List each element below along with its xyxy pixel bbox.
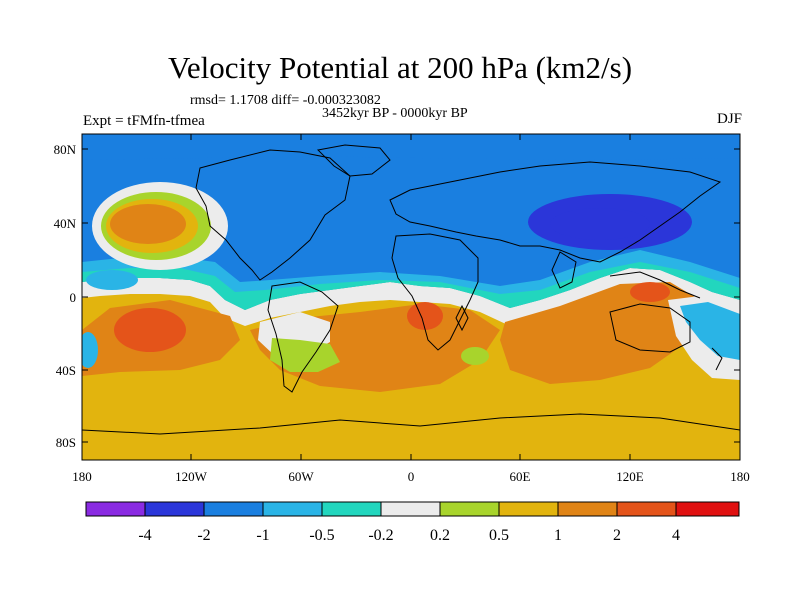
colorbar: -4 -2 -1 -0.5 -0.2 0.2 0.5 1 2 4	[85, 501, 740, 544]
colorbar-box	[321, 501, 382, 517]
lon-tick: 180	[72, 454, 92, 484]
contour-africa-4	[407, 302, 443, 330]
stats-line: rmsd= 1.1708 diff= -0.000323082	[190, 93, 381, 108]
contour-npac-2	[110, 204, 186, 244]
colorbar-label: 1	[554, 527, 562, 544]
colorbar-box	[380, 501, 441, 517]
colorbar-label: 0.2	[430, 527, 450, 544]
contour-indo-2	[500, 282, 700, 384]
colorbar-box	[262, 501, 323, 517]
coast-africa	[391, 233, 479, 351]
lon-tick-label: 60W	[288, 469, 314, 484]
lon-tick: 120W	[175, 134, 208, 484]
coast-greenland	[316, 144, 391, 177]
lat-ticks: 80N 40N 0 40S 80S	[54, 142, 740, 450]
coastlines	[82, 144, 740, 435]
coast-eurasia	[389, 161, 722, 263]
coast-australia	[609, 303, 691, 353]
coast-north-america	[195, 149, 351, 281]
contour-samer-05	[270, 338, 340, 372]
lat-tick-label: 80N	[54, 142, 77, 157]
colorbar-box	[144, 501, 205, 517]
contour-maritime-4	[630, 282, 670, 302]
lon-tick-label: 0	[408, 469, 415, 484]
season-label: DJF	[716, 111, 742, 127]
lat-tick-label: 40N	[54, 216, 77, 231]
lat-tick: 80N	[54, 142, 740, 157]
colorbar-box	[85, 501, 146, 517]
period-label: 3452kyr BP - 0000kyr BP	[322, 106, 468, 121]
colorbar-label: -1	[256, 527, 269, 544]
colorbar-box	[616, 501, 677, 517]
contour-se-neg	[680, 302, 740, 360]
colorbar-box	[557, 501, 618, 517]
colorbar-box	[203, 501, 264, 517]
contour-near-zero	[82, 268, 740, 326]
lat-tick: 40S	[56, 363, 740, 378]
colorbar-box	[439, 501, 500, 517]
colorbar-label: -0.2	[368, 527, 393, 544]
colorbar-label: -2	[197, 527, 210, 544]
contour-safrica-05	[461, 347, 489, 365]
lon-tick: 60E	[510, 134, 531, 484]
experiment-label: Expt = tFMfn-tfmea	[83, 113, 205, 129]
lon-tick-label: 180	[730, 469, 750, 484]
lon-ticks: 180 120W 60W 0 60E 120E 180	[72, 134, 750, 484]
coast-south-america	[267, 281, 339, 393]
contour-field	[82, 134, 740, 460]
coast-maritime	[609, 271, 701, 299]
colorbar-box	[498, 501, 559, 517]
map-title: Velocity Potential at 200 hPa (km2/s)	[167, 50, 633, 85]
colorbar-label: -0.5	[309, 527, 334, 544]
lon-tick-label: 180	[72, 469, 92, 484]
lat-tick-label: 40S	[56, 363, 76, 378]
coast-new-zealand	[711, 347, 723, 371]
lat-tick: 80S	[56, 435, 740, 450]
lon-tick: 120E	[616, 134, 644, 484]
colorbar-label: -4	[138, 527, 151, 544]
coast-antarctica	[82, 413, 740, 435]
contour-neg02	[82, 262, 740, 310]
lon-tick-label: 60E	[510, 469, 531, 484]
contour-neg2-asia-core	[550, 208, 650, 240]
coast-india	[551, 251, 577, 289]
lon-tick-label: 120W	[175, 469, 208, 484]
contour-spac-4	[114, 308, 186, 352]
lat-tick: 40N	[54, 216, 740, 231]
lon-tick-label: 120E	[616, 469, 644, 484]
colorbar-box	[675, 501, 740, 517]
lon-tick: 60W	[288, 134, 314, 484]
lat-tick: 0	[70, 290, 740, 305]
lat-tick-label: 0	[70, 290, 77, 305]
colorbar-label: 0.5	[489, 527, 509, 544]
contour-epac	[86, 270, 138, 290]
lon-tick: 180	[730, 454, 750, 484]
lon-tick: 0	[408, 134, 415, 484]
contour-sw-neg	[82, 332, 98, 368]
colorbar-label: 2	[613, 527, 621, 544]
contour-neg1-north	[82, 134, 740, 160]
contour-southern-1	[82, 396, 740, 460]
colorbar-label: 4	[672, 527, 680, 544]
lat-tick-label: 80S	[56, 435, 76, 450]
coast-madagascar	[455, 304, 469, 332]
